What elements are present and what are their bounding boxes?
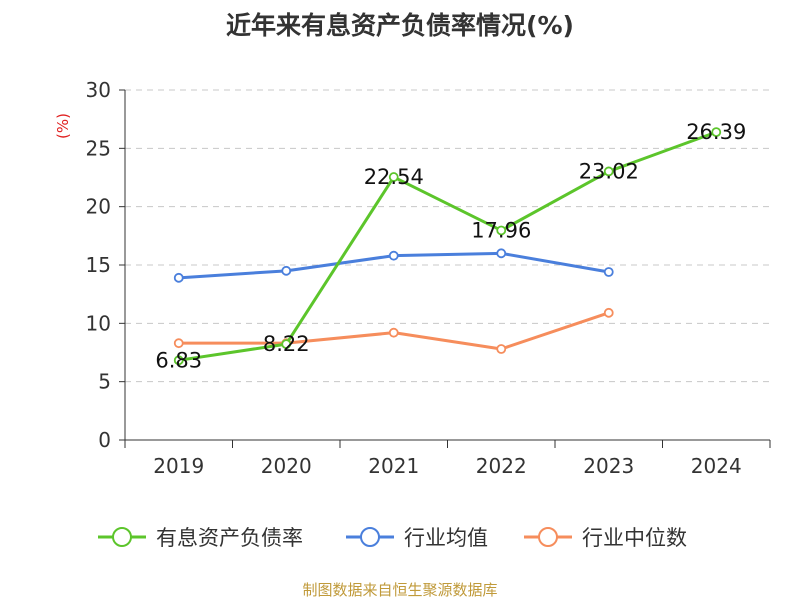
data-point xyxy=(173,272,184,283)
data-point xyxy=(496,248,507,259)
y-tick-label: 20 xyxy=(86,195,111,219)
y-tick-label: 10 xyxy=(86,311,111,335)
legend-label-2: 行业中位数 xyxy=(582,526,687,550)
data-label: 22.54 xyxy=(364,165,424,189)
data-labels: 6.83 8.22 22.54 17.96 23.02 26.39 xyxy=(155,120,746,372)
data-point xyxy=(496,344,507,354)
data-point xyxy=(281,339,292,350)
data-label: 17.96 xyxy=(471,218,531,242)
legend-marker-0 xyxy=(112,527,132,547)
data-point xyxy=(388,172,399,182)
data-point xyxy=(603,166,614,177)
data-point xyxy=(281,265,292,276)
y-tick-label: 0 xyxy=(98,428,111,452)
x-tick-label: 2022 xyxy=(476,454,527,478)
data-point xyxy=(388,250,399,261)
legend-marker-2 xyxy=(538,527,558,547)
x-tick-label: 2020 xyxy=(261,454,312,478)
legend-label-1: 行业均值 xyxy=(404,526,488,550)
source-note: 制图数据来自恒生聚源数据库 xyxy=(302,581,498,599)
data-point xyxy=(173,338,184,349)
data-point xyxy=(603,267,614,277)
y-axis-label: (%) xyxy=(54,113,72,139)
y-tick-label: 5 xyxy=(98,370,111,394)
gridlines xyxy=(125,89,770,383)
x-tick-label: 2024 xyxy=(691,454,742,478)
chart-title: 近年来有息资产负债率情况(%) xyxy=(226,11,574,40)
data-point xyxy=(173,355,184,366)
legend-marker-1 xyxy=(360,527,380,547)
data-label: 6.83 xyxy=(155,348,202,372)
data-label: 26.39 xyxy=(686,120,746,144)
y-tick-label: 15 xyxy=(86,253,111,277)
y-tick-label: 25 xyxy=(86,136,111,160)
legend-label-0: 有息资产负债率 xyxy=(156,526,303,550)
axes: 0 5 10 15 20 25 30 2019 2020 2021 2022 2023 2024 (%) xyxy=(54,78,771,478)
data-point xyxy=(603,307,614,318)
data-label: 8.22 xyxy=(263,332,310,356)
legend: 有息资产负债率 行业均值 行业中位数 xyxy=(98,526,687,550)
series-layer xyxy=(173,127,722,366)
data-point xyxy=(711,127,722,138)
data-label: 23.02 xyxy=(579,159,639,183)
x-tick-label: 2019 xyxy=(153,454,204,478)
data-point xyxy=(496,225,507,236)
x-tick-label: 2021 xyxy=(368,454,419,478)
data-point xyxy=(388,327,399,338)
y-tick-label: 30 xyxy=(86,78,111,102)
x-tick-label: 2023 xyxy=(583,454,634,478)
series-line-0 xyxy=(178,130,717,362)
